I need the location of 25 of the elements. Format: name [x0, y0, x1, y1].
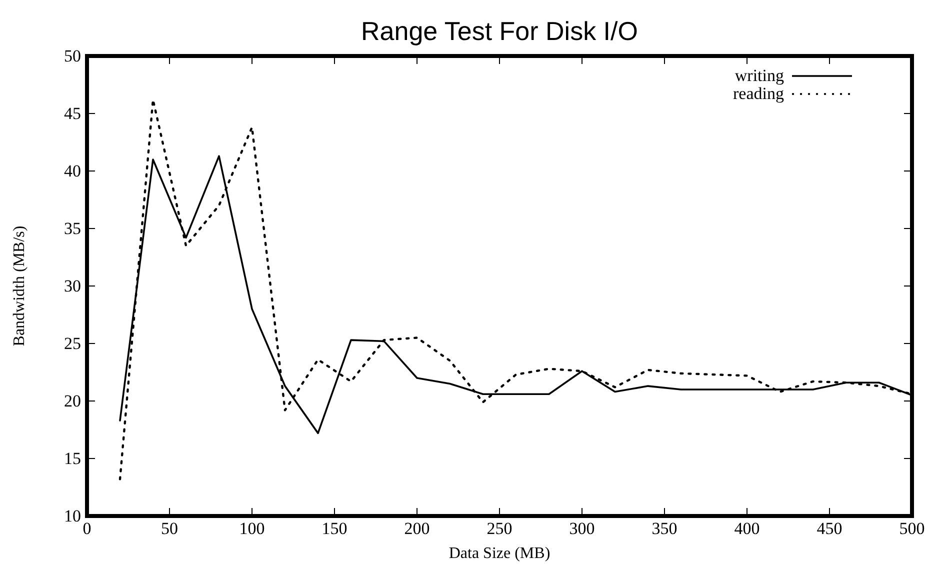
x-tick-label: 500: [899, 519, 925, 538]
legend-label: writing: [734, 66, 784, 85]
y-tick-label: 40: [64, 161, 81, 180]
x-tick-label: 450: [816, 519, 842, 538]
y-tick-label: 30: [64, 276, 81, 296]
x-tick-label: 250: [486, 519, 512, 538]
y-tick-label: 45: [64, 104, 81, 123]
x-tick-label: 200: [404, 519, 430, 538]
y-tick-label: 35: [64, 218, 81, 238]
chart-title: Range Test For Disk I/O: [361, 16, 638, 46]
legend-label: reading: [733, 84, 784, 103]
y-axis-title: Bandwidth (MB/s): [11, 226, 28, 346]
x-tick-label: 50: [161, 519, 178, 538]
y-tick-label: 50: [64, 46, 81, 66]
y-tick-label: 20: [64, 391, 81, 410]
y-tick-label: 10: [64, 506, 81, 526]
x-axis-title: Data Size (MB): [448, 545, 550, 562]
x-tick-label: 300: [569, 519, 595, 538]
y-tick-label: 15: [64, 448, 81, 468]
x-tick-label: 150: [322, 519, 348, 538]
x-tick-label: 350: [652, 519, 678, 538]
x-tick-label: 400: [734, 519, 760, 538]
y-tick-label: 25: [64, 334, 81, 353]
x-tick-label: 100: [239, 519, 265, 538]
x-tick-label: 0: [82, 519, 92, 538]
